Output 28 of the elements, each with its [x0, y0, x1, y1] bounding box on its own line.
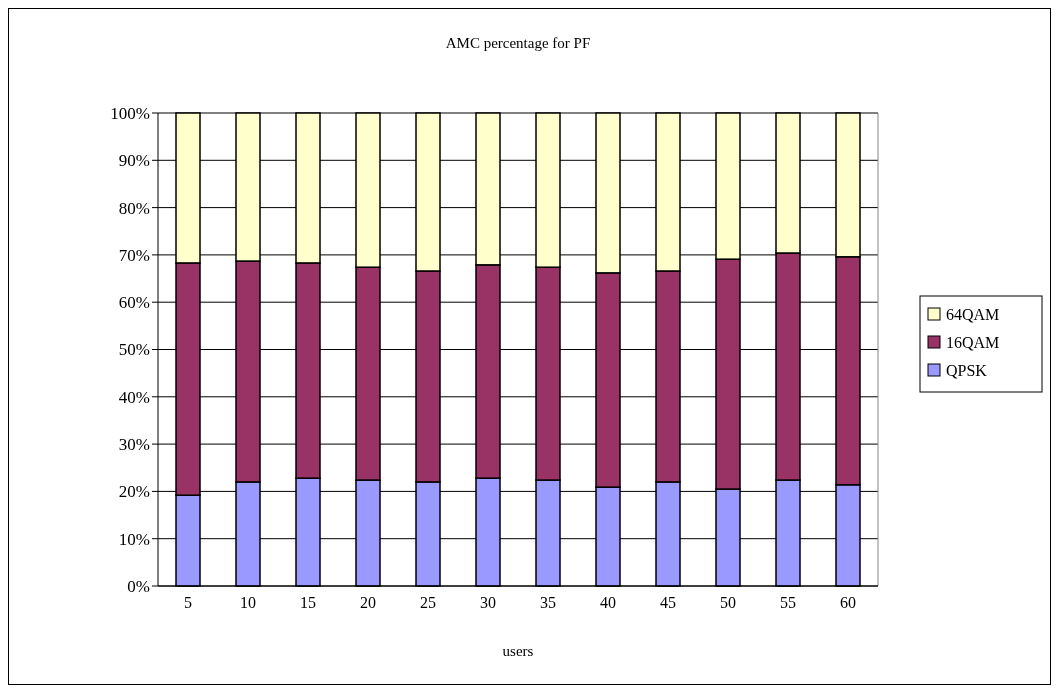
- y-tick-label: 70%: [118, 245, 150, 265]
- x-tick-label: 10: [240, 594, 256, 611]
- x-axis-title: users: [502, 643, 534, 659]
- y-tick-label: 20%: [118, 482, 150, 502]
- chart-title: AMC percentage for PF: [445, 35, 591, 51]
- x-tick-label: 55: [780, 594, 796, 611]
- y-tick-label: 80%: [118, 198, 150, 218]
- x-tick-label: 30: [480, 594, 496, 611]
- y-tick-label: 60%: [118, 293, 150, 313]
- x-tick-label: 15: [300, 594, 316, 611]
- y-tick-label: 50%: [118, 340, 150, 360]
- x-tick-label: 25: [420, 594, 436, 611]
- y-tick-label: 10%: [118, 529, 150, 549]
- x-tick-label: 5: [184, 594, 192, 611]
- x-tick-label: 20: [360, 594, 376, 611]
- legend-label: QPSK: [946, 361, 988, 379]
- y-tick-label: 100%: [110, 103, 150, 123]
- x-tick-label: 45: [660, 594, 676, 611]
- legend-label: 64QAM: [946, 305, 1000, 323]
- y-tick-label: 40%: [118, 387, 150, 407]
- x-tick-label: 40: [600, 594, 616, 611]
- legend-label: 16QAM: [946, 333, 1000, 351]
- x-tick-label: 60: [840, 594, 856, 611]
- x-tick-label: 50: [720, 594, 736, 611]
- y-tick-label: 30%: [118, 435, 150, 455]
- y-tick-label: 90%: [118, 151, 150, 171]
- y-tick-label: 0%: [127, 576, 150, 596]
- x-tick-label: 35: [540, 594, 556, 611]
